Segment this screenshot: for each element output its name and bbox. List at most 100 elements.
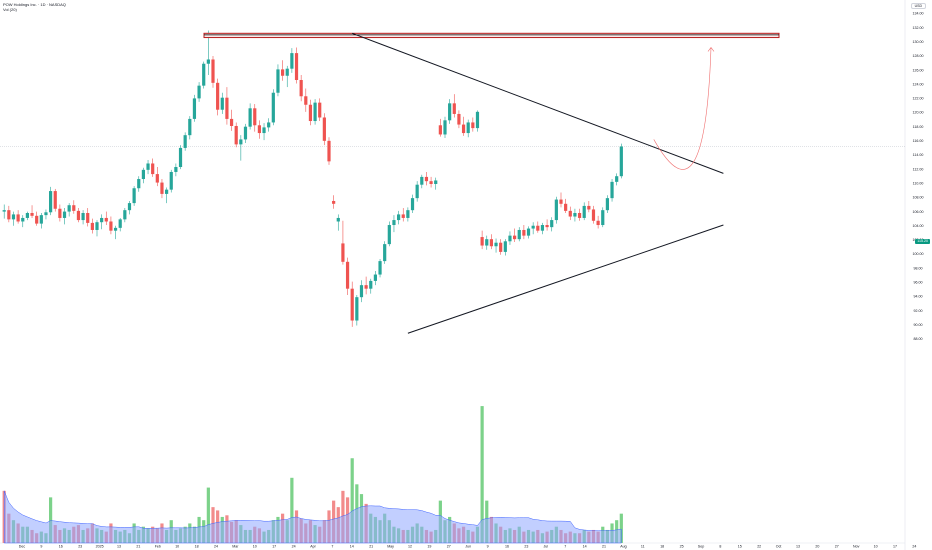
candle-down [596, 220, 600, 226]
candle-up [239, 139, 243, 145]
candle-up [220, 97, 224, 110]
x-tick-label: Oct [776, 545, 782, 549]
candle-down [53, 191, 57, 209]
candle-up [443, 120, 447, 135]
volume-bar [480, 406, 484, 543]
x-tick-label: 13 [796, 545, 800, 549]
candle-down [364, 285, 368, 289]
candle-down [489, 239, 493, 247]
candle-down [294, 53, 299, 80]
x-tick-label: 11 [641, 545, 645, 549]
candle-up [206, 59, 210, 64]
candle-down [90, 222, 94, 230]
x-tick-label: 23 [78, 545, 82, 549]
candle-up [615, 176, 619, 182]
x-tick-label: 24 [214, 545, 218, 549]
projection-arrowhead [707, 46, 715, 52]
candle-down [480, 237, 484, 246]
volume-bar [206, 487, 210, 543]
candle-down [76, 210, 81, 221]
candle-up [397, 214, 401, 221]
candle-up [554, 199, 558, 221]
candle-up [605, 198, 609, 211]
candle-up [146, 163, 150, 170]
x-tick-label: 10 [175, 545, 179, 549]
candle-up [290, 53, 294, 69]
candle-up [197, 85, 201, 99]
candle-up [410, 198, 415, 211]
candle-up [392, 220, 396, 226]
candle-down [564, 203, 568, 211]
candle-up [188, 118, 192, 136]
candle-down [30, 212, 34, 216]
x-tick-label: Feb [155, 545, 161, 549]
y-tick-label: 118.00 [913, 125, 924, 129]
resistance-zone [203, 32, 780, 39]
candle-up [285, 68, 289, 76]
candle-up [62, 211, 67, 218]
candle-up [113, 227, 118, 231]
candle-down [253, 108, 257, 126]
x-tick-label: 2025 [96, 545, 104, 549]
candle-up [573, 212, 577, 217]
candle-down [225, 97, 229, 119]
candle-down [86, 212, 90, 223]
x-tick-label: 7 [564, 545, 566, 549]
volume-bar [619, 513, 623, 543]
candle-up [526, 228, 531, 236]
x-tick-label: 9 [487, 545, 489, 549]
candle-up [517, 229, 521, 240]
candle-up [485, 239, 489, 246]
candle-down [345, 261, 350, 289]
y-tick-label: 112.00 [913, 167, 924, 171]
candle-down [234, 125, 238, 145]
candle-up [582, 205, 586, 218]
y-tick-label: 100.00 [913, 252, 924, 256]
candle-up [165, 189, 169, 194]
candle-down [587, 205, 591, 210]
candle-down [7, 210, 11, 220]
ascending-trendline [407, 224, 724, 334]
candle-up [141, 169, 145, 180]
x-tick-label: 24 [912, 545, 916, 549]
candle-up [21, 217, 25, 222]
candle-down [151, 163, 155, 175]
x-tick-label: 15 [738, 545, 742, 549]
candle-up [359, 285, 364, 298]
candle-up [503, 241, 507, 252]
currency-badge[interactable]: USD [910, 3, 926, 9]
y-tick-label: 88.00 [914, 337, 923, 341]
x-tick-label: 16 [505, 545, 509, 549]
candle-down [299, 79, 303, 97]
candle-up [415, 184, 419, 199]
candle-down [452, 103, 456, 114]
candle-down [341, 243, 345, 262]
candle-down [438, 125, 442, 135]
candle-up [540, 225, 545, 231]
candle-up [378, 261, 382, 275]
x-tick-label: 7 [331, 545, 333, 549]
y-tick-label: 114.00 [913, 153, 924, 157]
y-tick-label: 110.00 [913, 181, 924, 185]
candle-up [369, 280, 373, 289]
candle-down [457, 113, 461, 125]
x-tick-label: 18 [660, 545, 664, 549]
volume-bar [290, 477, 294, 543]
candle-up [202, 63, 206, 86]
x-tick-label: 8 [719, 545, 721, 549]
x-tick-label: 23 [524, 545, 528, 549]
x-tick-label: 18 [195, 545, 199, 549]
candle-up [383, 244, 387, 262]
candle-up [25, 212, 29, 218]
x-tick-label: 24 [292, 545, 296, 549]
x-tick-label: 22 [757, 545, 761, 549]
candle-up [531, 225, 535, 229]
candle-down [568, 210, 572, 217]
y-tick-label: 134.00 [913, 12, 924, 16]
candle-up [95, 222, 99, 230]
candle-up [387, 225, 391, 245]
candle-up [267, 122, 271, 128]
candle-up [192, 98, 197, 119]
y-tick-label: 120.00 [913, 111, 924, 115]
